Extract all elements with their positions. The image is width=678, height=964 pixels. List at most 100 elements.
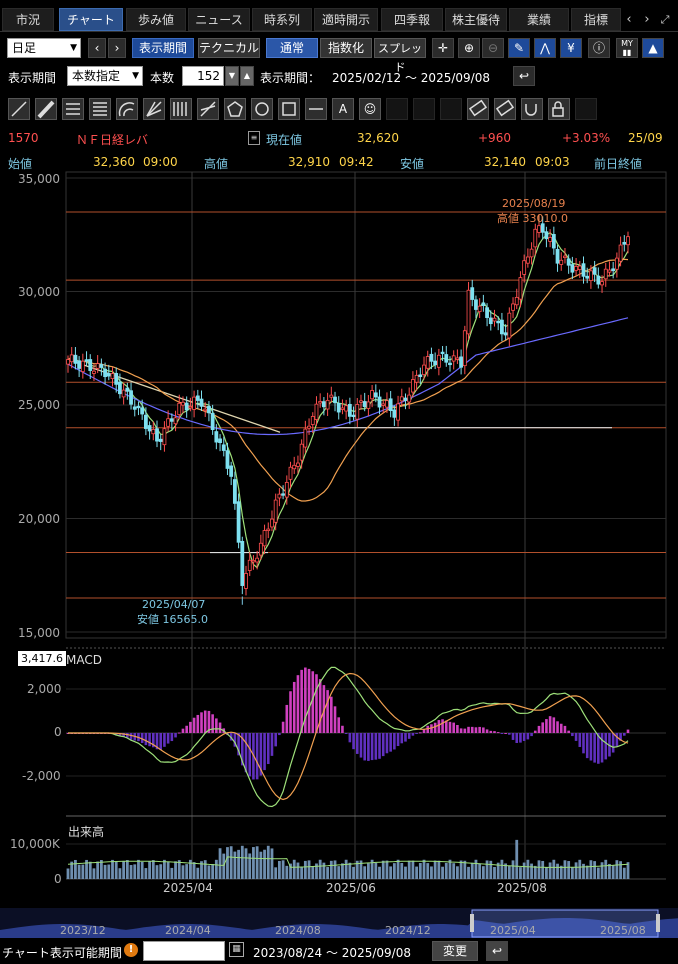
candle-body	[518, 277, 523, 300]
macd-histogram-bar	[415, 733, 418, 735]
yen-icon[interactable]: ¥	[560, 38, 582, 58]
tab-timeseries[interactable]: 時系列	[252, 8, 312, 31]
macd-histogram-bar	[181, 728, 185, 733]
volume-bar	[81, 864, 85, 879]
candle-body	[344, 405, 349, 412]
candle-body	[199, 398, 204, 407]
text-tool-icon[interactable]: A	[332, 98, 354, 120]
candle	[92, 364, 96, 381]
current-label: 現在値	[266, 133, 303, 147]
volume-bar	[188, 859, 192, 879]
candle	[240, 536, 245, 595]
document-icon[interactable]: ≡	[248, 131, 260, 145]
candle	[373, 384, 378, 403]
low-annotation-text: 安値 16565.0	[137, 613, 208, 626]
candle-body	[103, 368, 107, 378]
candle	[444, 345, 449, 367]
chevron-left-icon[interactable]: ‹	[626, 12, 632, 27]
prev-button[interactable]: ‹	[88, 38, 106, 58]
layer-tool-icon[interactable]	[413, 98, 435, 120]
tab-market[interactable]: 市況	[2, 8, 54, 31]
candle-body	[192, 396, 196, 410]
technical-button[interactable]: テクニカル	[198, 38, 260, 58]
volume-bar	[277, 860, 281, 879]
count-down-icon[interactable]: ▼	[225, 66, 239, 86]
expand-icon[interactable]: ⤢	[660, 13, 670, 26]
pen-icon[interactable]: ✎	[508, 38, 530, 58]
tab-earnings[interactable]: 業績	[509, 8, 569, 31]
volume-bar	[574, 862, 578, 879]
price-axis-30000: 30,000	[18, 285, 60, 299]
calendar-icon[interactable]: ▦	[229, 942, 244, 957]
tab-news[interactable]: ニュース	[188, 8, 250, 31]
candle-body	[303, 428, 308, 448]
crosshair-icon[interactable]: ✛	[432, 38, 454, 58]
candle	[136, 401, 141, 416]
candle	[477, 298, 482, 319]
candle	[347, 397, 352, 425]
zoom-out-icon[interactable]: ⊖	[482, 38, 504, 58]
period-select[interactable]: 日足 ▼	[7, 38, 81, 58]
my-icon[interactable]: MY ▮▮	[616, 38, 638, 58]
candle-body	[503, 332, 508, 336]
candle	[555, 245, 560, 272]
macd-histogram-bar	[296, 675, 300, 733]
macd-histogram-bar	[563, 725, 567, 733]
info-icon[interactable]: ⓘ	[588, 38, 610, 58]
count-up-icon[interactable]: ▲	[240, 66, 254, 86]
copy-tool-icon[interactable]	[386, 98, 408, 120]
count-label: 本数	[150, 71, 175, 85]
candle	[600, 275, 604, 293]
tab-shikiho[interactable]: 四季報	[381, 8, 443, 31]
tab-indicators[interactable]: 指標	[571, 8, 621, 31]
trend-icon[interactable]: ⋀	[534, 38, 556, 58]
candle	[474, 295, 478, 319]
candle	[422, 356, 426, 380]
emoji-tool-icon[interactable]: ☺	[359, 98, 381, 120]
refresh-icon[interactable]: ↩	[513, 66, 535, 86]
tab-chart[interactable]: チャート	[59, 8, 123, 31]
volume-bar	[333, 860, 337, 879]
volume-bar	[92, 868, 96, 879]
index-button[interactable]: 指数化	[320, 38, 372, 58]
hand-tool-icon[interactable]	[440, 98, 462, 120]
change-pct: +3.03%	[562, 131, 611, 145]
reset-icon[interactable]: ↩	[486, 941, 508, 961]
volume-bar	[270, 848, 274, 879]
volume-bar	[552, 859, 556, 879]
normal-button[interactable]: 通常	[266, 38, 318, 58]
candle-body	[451, 355, 456, 362]
candle	[106, 364, 111, 381]
chevron-right-icon[interactable]: ›	[644, 12, 650, 27]
candle	[518, 271, 523, 308]
tab-disclosure[interactable]: 適時開示	[314, 8, 378, 31]
macd-histogram-bar	[274, 733, 277, 747]
next-button[interactable]: ›	[108, 38, 126, 58]
macd-histogram-bar	[482, 727, 485, 733]
spread-button[interactable]: スプレッド	[374, 38, 426, 74]
macd-histogram-bar	[496, 732, 500, 734]
candle	[570, 256, 575, 280]
tab-ticks[interactable]: 歩み値	[126, 8, 186, 31]
volume-bar	[292, 859, 296, 879]
warning-icon: !	[124, 943, 138, 957]
candle	[151, 421, 156, 441]
tab-benefits[interactable]: 株主優待	[445, 8, 507, 31]
period-input[interactable]	[143, 941, 225, 961]
candle	[80, 353, 85, 379]
zoom-in-icon[interactable]: ⊕	[458, 38, 480, 58]
candle-body	[262, 530, 267, 547]
settings-tool-icon[interactable]	[575, 98, 597, 120]
mountain-chart-icon[interactable]: ▲	[642, 38, 664, 58]
macd-histogram-bar	[459, 728, 463, 733]
candle-body	[611, 268, 616, 272]
count-mode-select[interactable]: 本数指定 ▼	[67, 66, 143, 86]
nav-axis-2023-12: 2023/12	[60, 924, 106, 937]
change-button[interactable]: 変更	[432, 941, 478, 961]
count-input[interactable]: 152	[182, 66, 224, 86]
candle	[214, 424, 219, 450]
range-button[interactable]: 表示期間	[132, 38, 194, 58]
volume-bar	[341, 863, 344, 879]
candle	[266, 522, 271, 539]
